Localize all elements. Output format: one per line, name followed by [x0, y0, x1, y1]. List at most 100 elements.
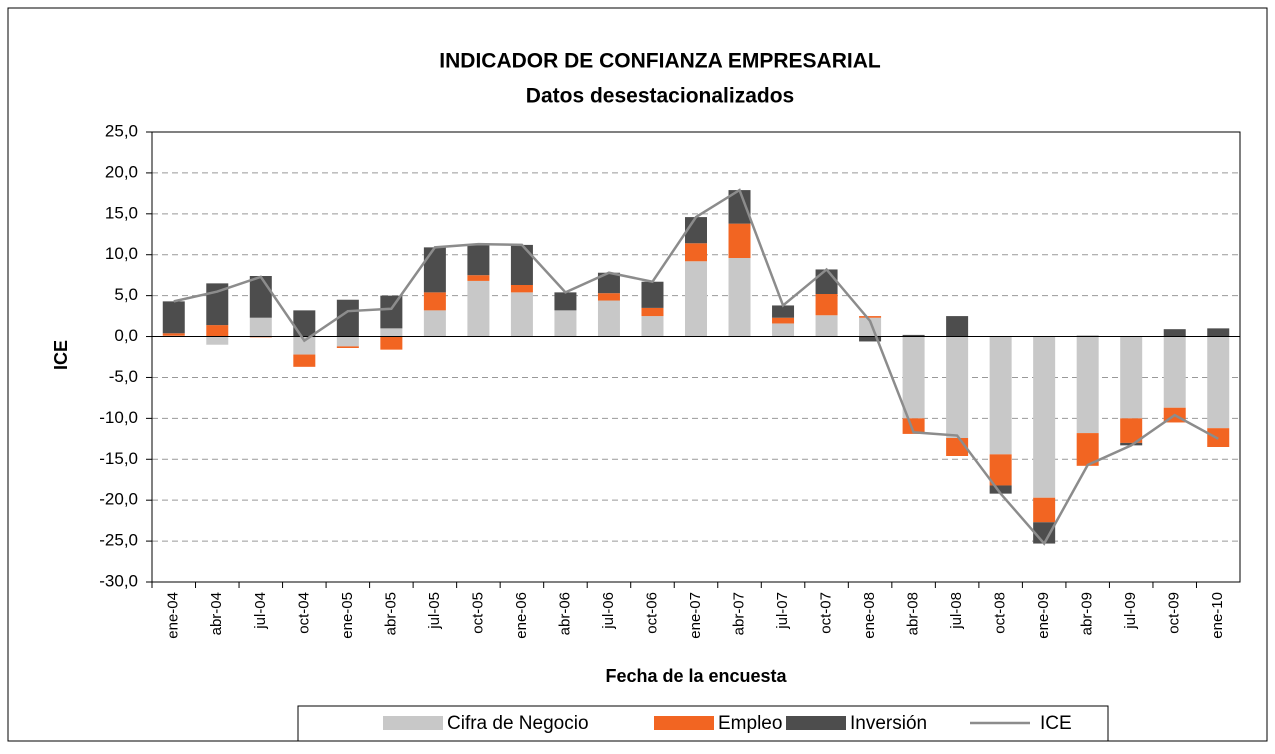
y-tick-label: -30,0	[99, 571, 138, 590]
legend-label: Inversión	[850, 713, 927, 734]
bar	[772, 305, 795, 318]
x-tick-label: abr-06	[556, 592, 573, 635]
bar	[1120, 336, 1143, 419]
y-tick-label: -20,0	[99, 490, 138, 509]
bar	[510, 285, 533, 293]
x-tick-label: jul-09	[1122, 592, 1139, 630]
bar	[597, 293, 620, 301]
bar	[946, 336, 969, 438]
bar	[467, 280, 490, 337]
bar	[902, 334, 925, 337]
legend-swatch	[383, 716, 443, 730]
x-tick-label: ene-04	[165, 592, 182, 639]
legend-label: Empleo	[718, 713, 782, 734]
y-tick-label: 5,0	[114, 285, 138, 304]
bar	[249, 276, 272, 318]
bar	[554, 292, 577, 311]
x-tick-label: oct-04	[295, 592, 312, 634]
bar	[1120, 418, 1143, 443]
bar	[728, 190, 751, 224]
bar	[859, 316, 882, 318]
bar	[641, 307, 664, 317]
x-tick-label: abr-09	[1079, 592, 1096, 635]
bar	[772, 323, 795, 337]
bar	[206, 336, 229, 345]
bar	[510, 292, 533, 337]
x-tick-label: ene-10	[1209, 592, 1226, 639]
bar	[728, 223, 751, 258]
y-tick-label: -15,0	[99, 449, 138, 468]
x-tick-label: oct-07	[818, 592, 835, 634]
legend-swatch	[654, 716, 714, 730]
x-tick-label: abr-08	[905, 592, 922, 635]
bar	[1163, 329, 1186, 337]
bar	[815, 269, 838, 294]
bar	[815, 315, 838, 337]
y-tick-label: 15,0	[105, 203, 138, 222]
x-tick-label: oct-09	[1166, 592, 1183, 634]
x-tick-label: jul-08	[948, 592, 965, 630]
x-tick-label: ene-06	[513, 592, 530, 639]
bar	[554, 310, 577, 337]
y-tick-label: 0,0	[114, 326, 138, 345]
bar	[1033, 336, 1056, 498]
plot-area	[151, 131, 1241, 583]
bar	[1076, 336, 1099, 434]
x-tick-label: oct-06	[643, 592, 660, 634]
chart-title: INDICADOR DE CONFIANZA EMPRESARIAL	[439, 50, 881, 73]
bar	[1163, 336, 1186, 408]
bar	[815, 294, 838, 316]
bar	[423, 310, 446, 337]
bar	[423, 292, 446, 311]
x-axis-label: Fecha de la encuesta	[605, 666, 787, 686]
bar	[336, 346, 359, 348]
bar	[989, 454, 1012, 486]
legend-label: Cifra de Negocio	[447, 713, 589, 734]
chart-subtitle: Datos desestacionalizados	[526, 85, 794, 108]
y-tick-label: 25,0	[105, 121, 138, 140]
x-tick-label: ene-05	[339, 592, 356, 639]
line-series	[173, 188, 1219, 546]
legend-swatch	[786, 716, 846, 730]
y-tick-label: -25,0	[99, 531, 138, 550]
x-tick-label: jul-04	[252, 592, 269, 630]
bar	[728, 258, 751, 337]
bar	[336, 299, 359, 337]
y-tick-label: -5,0	[109, 367, 138, 386]
legend-label: ICE	[1040, 713, 1072, 734]
y-tick-label: 20,0	[105, 162, 138, 181]
x-tick-label: jul-07	[774, 592, 791, 630]
bar	[1207, 336, 1230, 429]
bar	[902, 418, 925, 434]
x-tick-label: ene-07	[687, 592, 704, 639]
bar	[989, 485, 1012, 494]
x-tick-label: abr-05	[382, 592, 399, 635]
bar	[597, 300, 620, 337]
bar	[206, 325, 229, 337]
bar	[162, 301, 185, 334]
x-tick-label: ene-09	[1035, 592, 1052, 639]
x-tick-label: oct-05	[469, 592, 486, 634]
x-tick-label: oct-08	[992, 592, 1009, 634]
bar	[946, 316, 969, 337]
bar	[380, 295, 403, 329]
bar	[641, 316, 664, 337]
bar	[772, 317, 795, 324]
bar	[597, 272, 620, 294]
bar	[162, 333, 185, 336]
bar	[641, 281, 664, 308]
x-tick-label: abr-07	[730, 592, 747, 635]
x-tick-label: abr-04	[208, 592, 225, 635]
bar	[1207, 328, 1230, 337]
bar	[293, 336, 316, 355]
bar	[249, 317, 272, 337]
bar	[1076, 433, 1099, 466]
bar	[989, 336, 1012, 455]
x-tick-label: jul-05	[426, 592, 443, 630]
bar	[1033, 497, 1056, 523]
bar	[859, 336, 882, 342]
bar	[685, 261, 707, 337]
bar	[902, 336, 925, 419]
bar	[423, 247, 446, 293]
